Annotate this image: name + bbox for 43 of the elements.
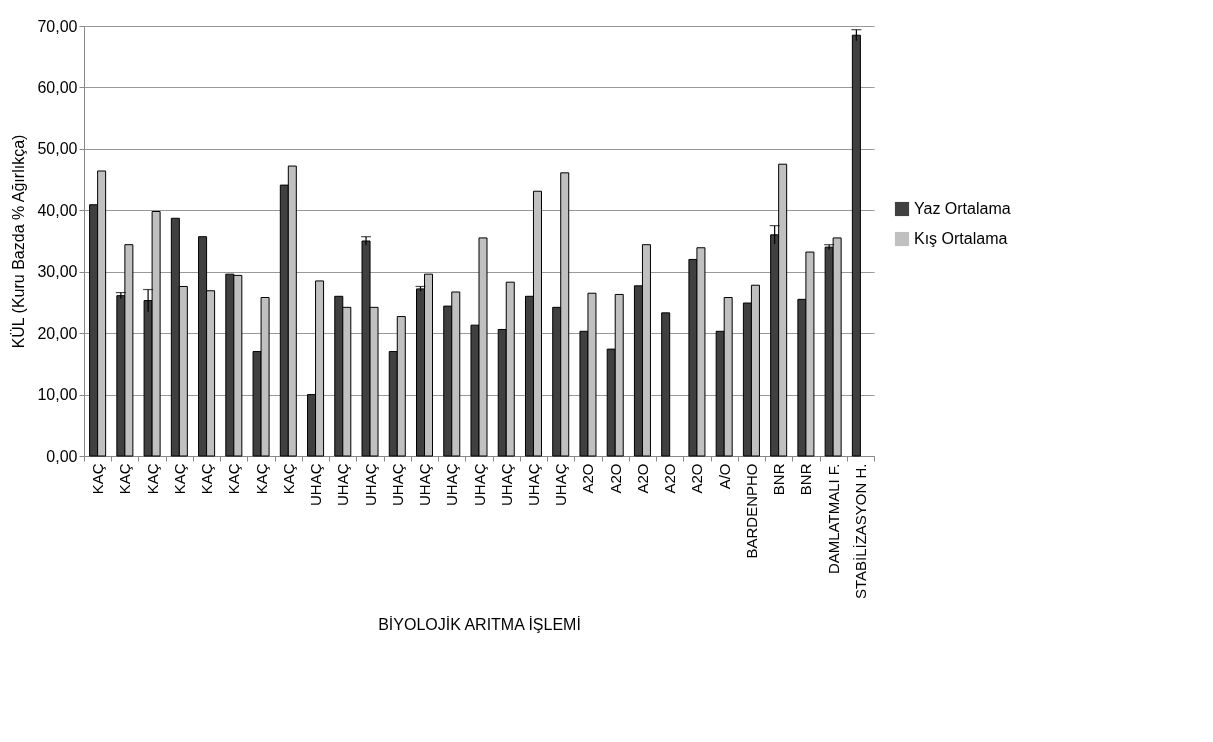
x-tick-label: DAMLATMALI F.	[824, 463, 842, 575]
x-tick-label: KAÇ	[170, 463, 188, 495]
x-tick-label: UHAÇ	[388, 463, 406, 507]
y-tick-label: 40,00	[37, 201, 78, 219]
x-tick-label: KAÇ	[116, 463, 134, 495]
x-tick-label: UHAÇ	[552, 463, 570, 507]
x-tick-label: A2O	[579, 463, 597, 494]
y-tick-label: 30,00	[37, 263, 78, 281]
bar	[661, 312, 671, 457]
x-tick-label: KAÇ	[143, 463, 161, 495]
legend-label: Kış Ortalama	[914, 230, 1008, 247]
x-axis-title: BİYOLOJİK ARITMA İŞLEMİ	[378, 615, 581, 634]
x-tick-label: STABİLİZASYON H.	[851, 463, 869, 600]
x-tick-label: KAÇ	[89, 463, 107, 495]
x-tick-label: BNR	[797, 463, 815, 496]
x-tick-label: KAÇ	[252, 463, 270, 495]
x-tick-label: BNR	[770, 463, 788, 496]
x-tick-label: UHAÇ	[334, 463, 352, 507]
y-tick-label: 50,00	[37, 140, 78, 158]
x-tick-label: UHAÇ	[443, 463, 461, 507]
x-tick-label: KAÇ	[279, 463, 297, 495]
x-tick-label: KAÇ	[225, 463, 243, 495]
x-tick-label: A/O	[715, 463, 733, 490]
bar	[851, 34, 861, 457]
x-tick-label: UHAÇ	[361, 463, 379, 507]
x-tick-label: A2O	[661, 463, 679, 494]
x-tick-label: UHAÇ	[470, 463, 488, 507]
x-tick-label: UHAÇ	[307, 463, 325, 507]
y-tick-label: 60,00	[37, 78, 78, 96]
y-tick-label: 0,00	[46, 447, 78, 465]
y-axis-title: KÜL (Kuru Bazda % Ağırlıkça)	[10, 134, 28, 349]
x-tick-label: UHAÇ	[497, 463, 515, 507]
x-tick-label: BARDENPHO	[742, 463, 760, 559]
x-tick-label: A2O	[606, 463, 624, 494]
x-tick-label: UHAÇ	[524, 463, 542, 507]
x-tick-label: A2O	[688, 463, 706, 494]
x-tick-label: KAÇ	[198, 463, 216, 495]
x-tick-label: UHAÇ	[416, 463, 434, 507]
y-tick-label: 10,00	[37, 386, 78, 404]
legend-label: Yaz Ortalama	[914, 200, 1011, 217]
y-tick-label: 70,00	[37, 17, 78, 35]
y-tick-label: 20,00	[37, 324, 78, 342]
x-tick-label: A2O	[633, 463, 651, 494]
